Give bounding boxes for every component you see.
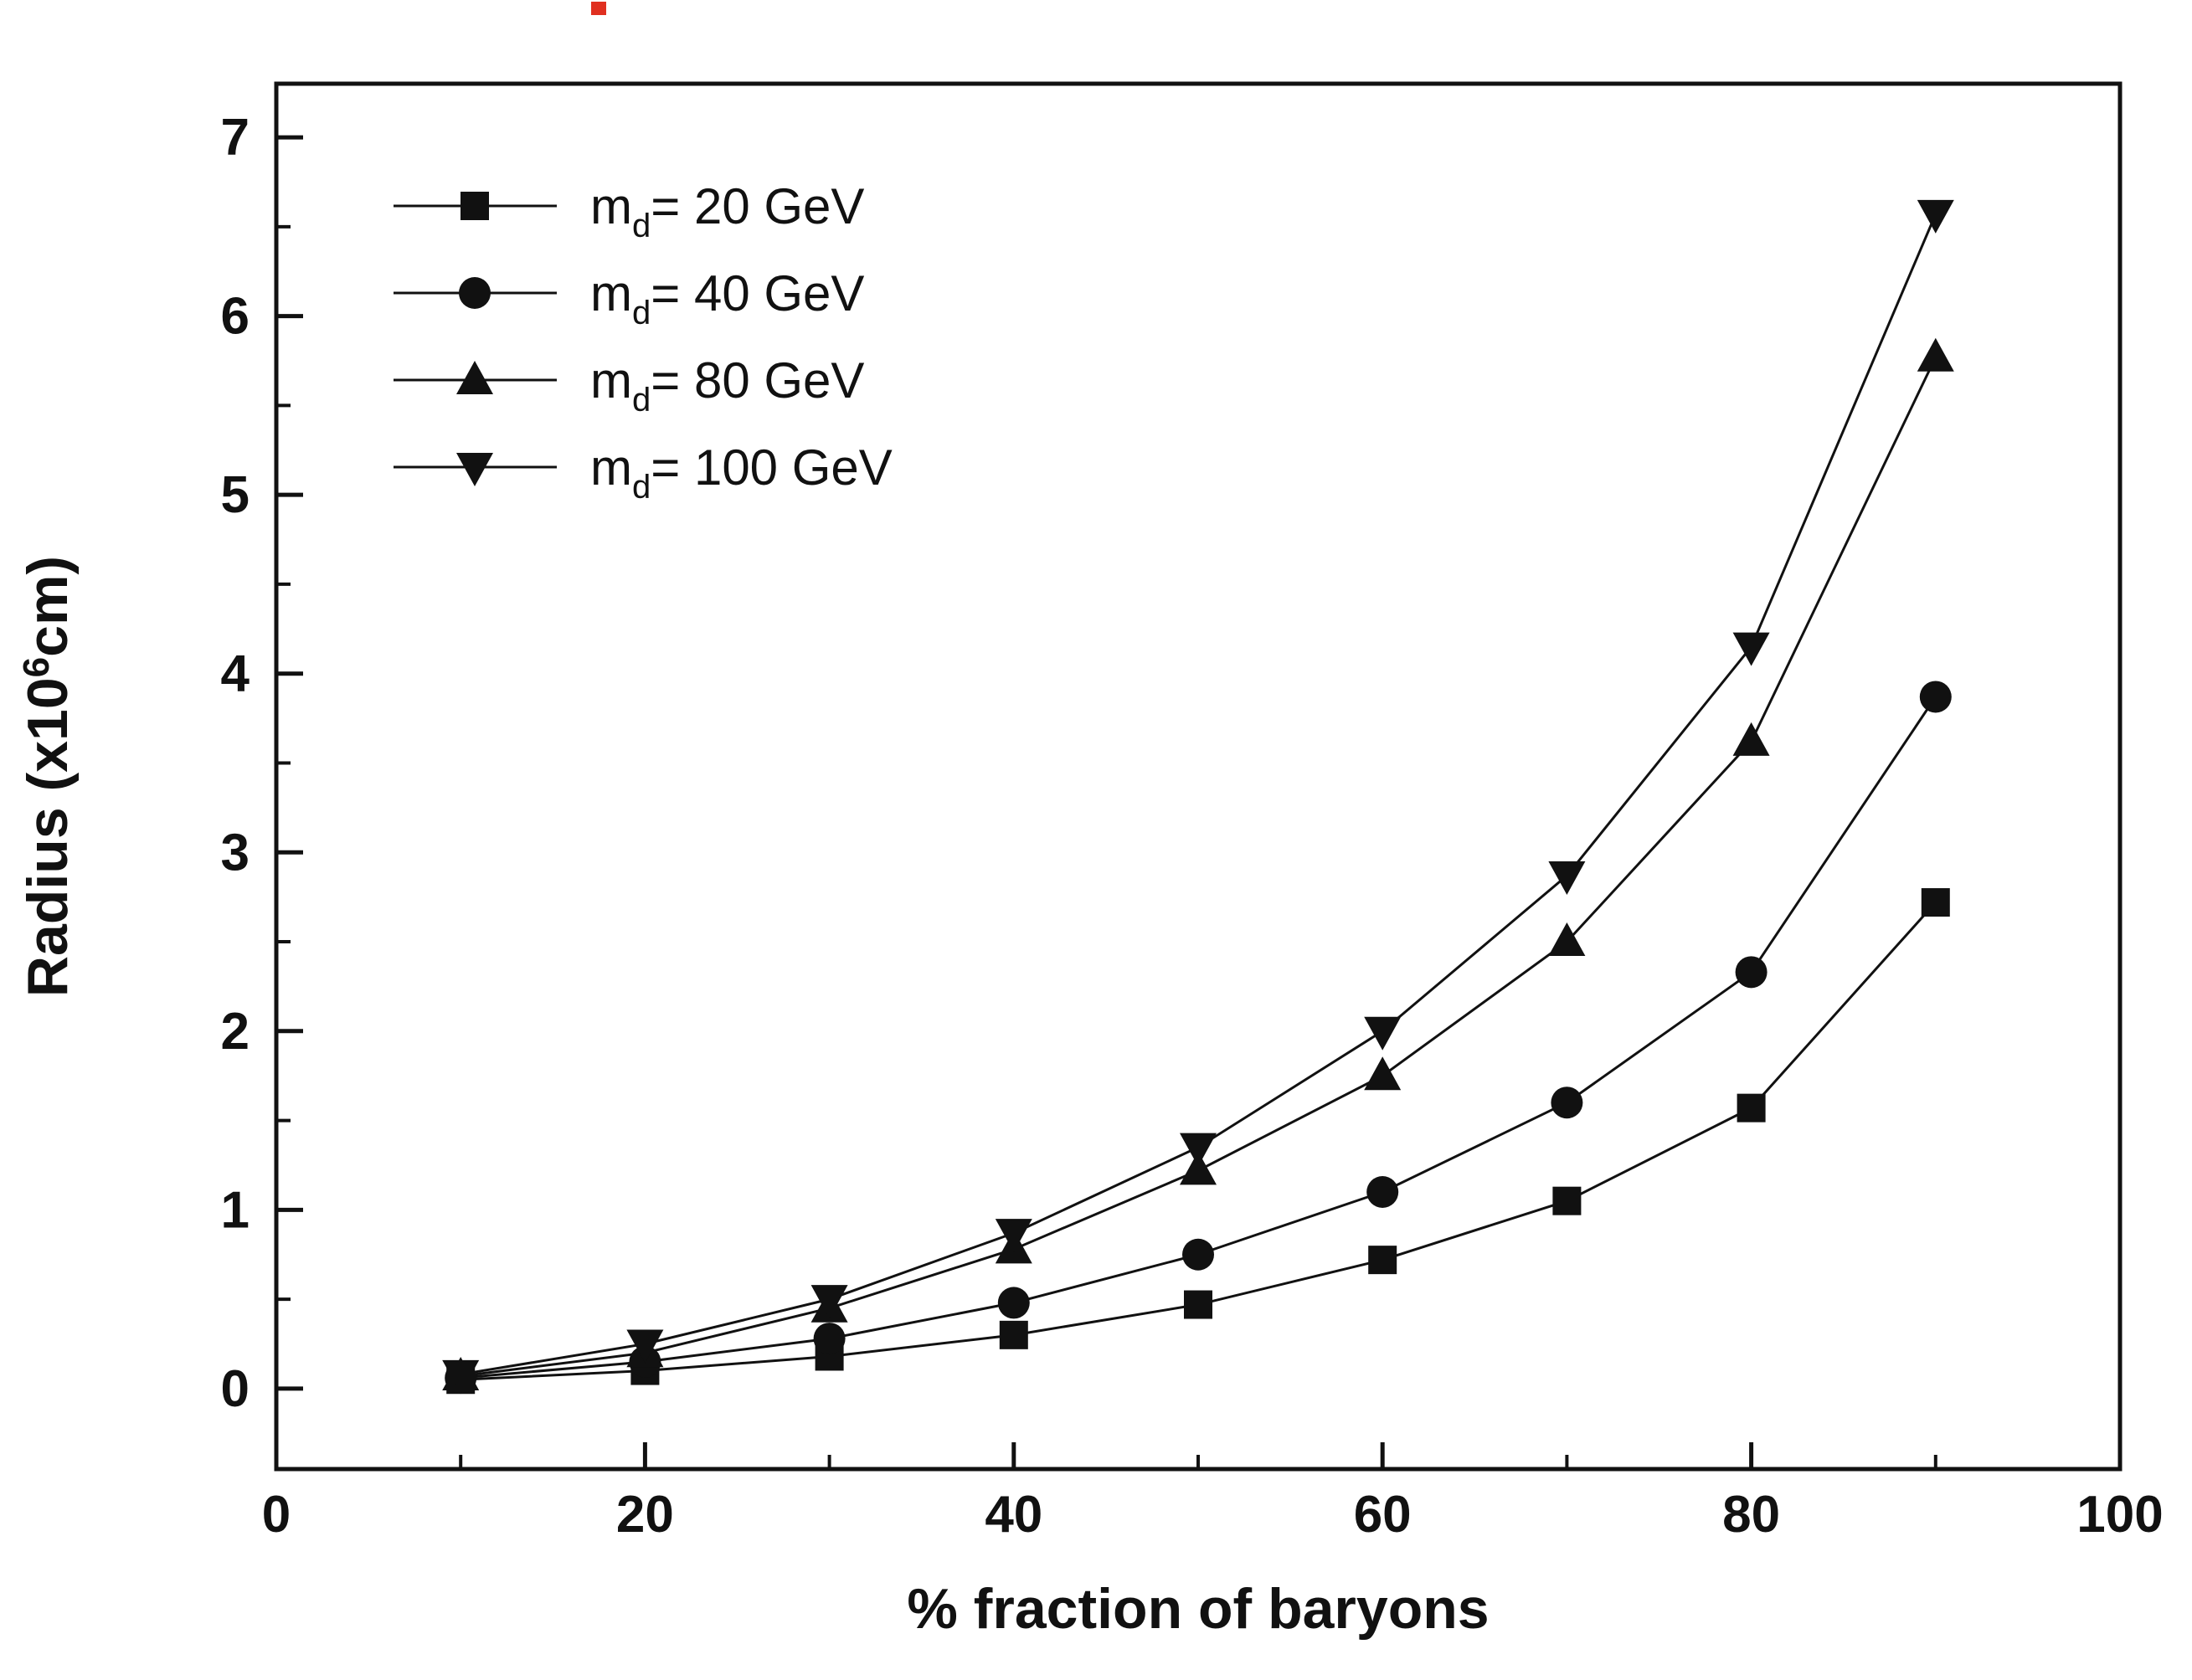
series-2-marker	[1732, 722, 1770, 756]
x-tick-label: 80	[1722, 1486, 1780, 1544]
series-2-marker	[1364, 1056, 1402, 1091]
y-tick-label: 0	[221, 1360, 250, 1418]
legend-label: md= 40 GeV	[590, 265, 864, 331]
y-tick-label: 2	[221, 1003, 250, 1061]
x-tick-label: 40	[985, 1486, 1042, 1544]
series-3-marker	[626, 1329, 664, 1364]
legend-marker-triangle-up	[456, 361, 493, 394]
series-2-marker	[1548, 922, 1586, 957]
series-3-marker	[442, 1359, 480, 1394]
series-3-marker	[810, 1285, 848, 1319]
y-tick-label: 7	[221, 109, 250, 167]
series-3-marker	[995, 1219, 1032, 1253]
series-0-marker	[1921, 888, 1950, 917]
y-tick-label: 4	[221, 645, 250, 703]
series-1-marker	[813, 1323, 846, 1355]
x-tick-label: 100	[2076, 1486, 2163, 1544]
series-3-marker	[1917, 199, 1954, 234]
series-0-marker	[1737, 1093, 1766, 1123]
series-0-marker	[1184, 1290, 1212, 1319]
y-tick-label: 5	[221, 466, 250, 524]
series-line-2	[461, 357, 1937, 1378]
y-axis-title: Radius (x106cm)	[16, 556, 80, 997]
series-1-marker	[1366, 1176, 1399, 1208]
legend-label: md= 20 GeV	[590, 178, 864, 244]
legend-marker-triangle-down	[456, 453, 493, 486]
series-2-marker	[1917, 337, 1954, 372]
x-axis-title: % fraction of baryons	[907, 1577, 1489, 1641]
legend-marker-circle	[459, 277, 491, 309]
y-tick-label: 1	[221, 1181, 250, 1239]
series-1-marker	[1919, 681, 1952, 713]
legend-marker-square	[461, 192, 489, 220]
x-tick-label: 0	[262, 1486, 291, 1544]
series-0-marker	[999, 1320, 1028, 1349]
y-tick-label: 3	[221, 824, 250, 881]
series-0-marker	[1368, 1246, 1397, 1275]
series-line-1	[461, 696, 1937, 1379]
x-tick-label: 20	[616, 1486, 674, 1544]
legend-label: md= 80 GeV	[590, 352, 864, 419]
legend-label: md= 100 GeV	[590, 439, 893, 506]
series-1-marker	[1182, 1238, 1214, 1271]
x-tick-label: 60	[1354, 1486, 1412, 1544]
red-scan-artifact	[591, 2, 606, 15]
y-tick-label: 6	[221, 288, 250, 346]
series-3-marker	[1732, 632, 1770, 666]
series-1-marker	[1551, 1087, 1583, 1119]
series-1-marker	[1735, 956, 1767, 989]
series-0-marker	[1552, 1186, 1582, 1215]
series-3-marker	[1548, 861, 1586, 896]
series-2-marker	[1180, 1151, 1217, 1185]
series-3-marker	[1364, 1016, 1402, 1051]
series-1-marker	[997, 1287, 1030, 1319]
series-3-marker	[1180, 1133, 1217, 1167]
